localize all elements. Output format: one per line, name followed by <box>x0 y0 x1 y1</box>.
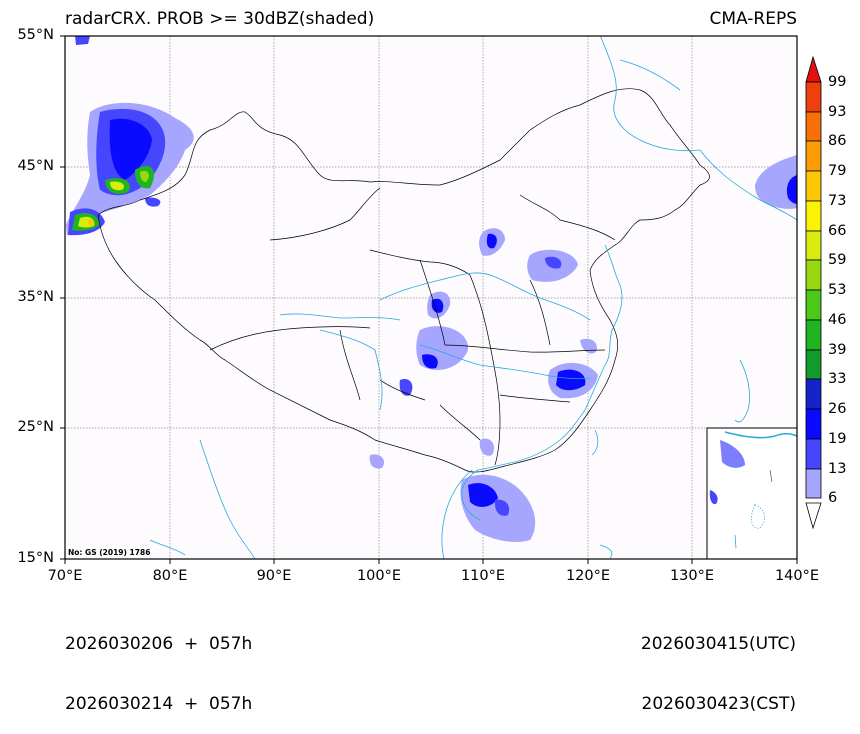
model-name: CMA-REPS <box>709 9 797 29</box>
chart-title: radarCRX. PROB >= 30dBZ(shaded) <box>65 9 375 29</box>
init-time-utc: 2026030206 + 057h <box>65 634 253 654</box>
lat-label-55: 55°N <box>17 27 54 43</box>
lat-label-45: 45°N <box>17 158 54 174</box>
colorbar-label: 6 <box>828 490 838 506</box>
lon-label-110: 110°E <box>460 568 506 584</box>
lon-label-80: 80°E <box>152 568 188 584</box>
lon-label-70: 70°E <box>47 568 83 584</box>
colorbar-label: 53 <box>828 282 847 298</box>
colorbar-label: 13 <box>828 461 847 477</box>
map-layer <box>65 36 797 559</box>
colorbar-label: 19 <box>828 431 847 447</box>
colorbar-under-arrow <box>805 502 822 530</box>
valid-time-utc: 2026030415(UTC) <box>640 634 796 654</box>
shading-south <box>369 438 536 542</box>
colorbar-over-arrow <box>805 55 822 83</box>
colorbar <box>805 55 822 530</box>
colorbar-label: 26 <box>828 401 847 417</box>
rivers-coastline <box>149 36 797 559</box>
valid-time-cst: 2026030423(CST) <box>641 694 796 714</box>
colorbar-label: 86 <box>828 133 847 149</box>
lat-label-25: 25°N <box>17 419 54 435</box>
colorbar-label: 73 <box>828 193 847 209</box>
valid-time-block: 2026030415(UTC) 2026030423(CST) <box>641 594 796 734</box>
init-time-cst: 2026030214 + 057h <box>65 694 253 714</box>
lon-label-130: 130°E <box>669 568 715 584</box>
colorbar-label: 59 <box>828 252 847 268</box>
init-time-block: 2026030206 + 057h 2026030214 + 057h <box>65 594 252 734</box>
colorbar-label: 66 <box>828 223 847 239</box>
lon-label-90: 90°E <box>256 568 292 584</box>
axis-ticks <box>60 35 798 564</box>
lon-label-120: 120°E <box>565 568 611 584</box>
radar-probability-map <box>60 35 822 564</box>
colorbar-label: 46 <box>828 312 847 328</box>
lon-label-140: 140°E <box>774 568 820 584</box>
shading-northwest <box>66 36 194 236</box>
colorbar-label: 93 <box>828 104 847 120</box>
boundaries <box>97 88 710 473</box>
south-china-sea-inset <box>706 427 798 560</box>
shading-central <box>399 228 578 396</box>
map-approval-note: No: GS (2019) 1786 <box>68 548 151 557</box>
lat-label-35: 35°N <box>17 289 54 305</box>
colorbar-label: 39 <box>828 342 847 358</box>
colorbar-label: 33 <box>828 371 847 387</box>
colorbar-label: 79 <box>828 163 847 179</box>
shading-east <box>548 338 598 399</box>
colorbar-label: 99 <box>828 74 847 90</box>
lon-label-100: 100°E <box>356 568 402 584</box>
shading-northeast-ocean <box>755 155 797 209</box>
lat-label-15: 15°N <box>17 550 54 566</box>
